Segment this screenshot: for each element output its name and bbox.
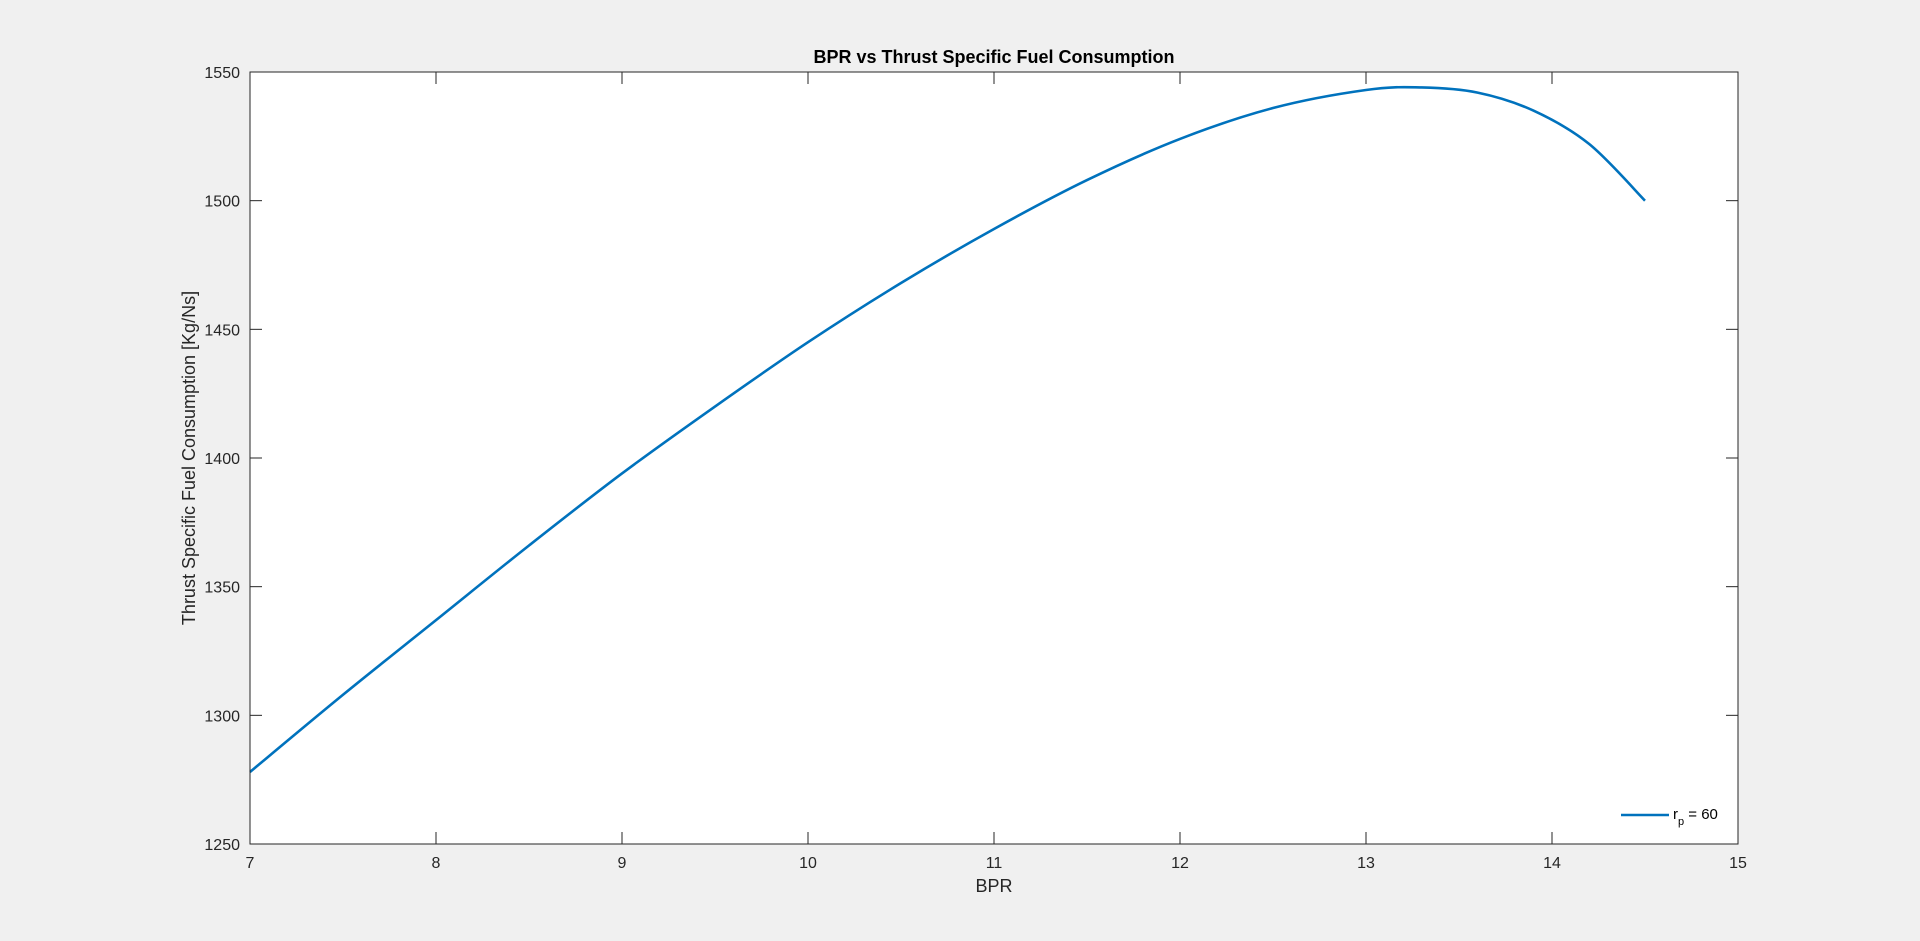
x-tick-label: 11 [986,855,1003,872]
legend-label-subscript: p [1678,816,1684,828]
chart-title: BPR vs Thrust Specific Fuel Consumption [813,47,1174,67]
x-tick-label: 8 [432,855,441,872]
x-tick-label: 9 [618,855,627,872]
y-tick-label: 1500 [204,194,240,211]
y-tick-label: 1450 [204,322,240,339]
x-tick-label: 15 [1729,855,1747,872]
y-tick-label: 1400 [204,451,240,468]
y-tick-label: 1550 [204,65,240,82]
x-tick-label: 13 [1357,855,1375,872]
plot-area [250,72,1738,844]
tick-labels: 7 8 9 10 11 12 13 14 15 1250 1300 1350 1400 1450 1500 1… [204,65,1747,872]
legend-label: rp = 60 [1673,806,1718,828]
x-tick-label: 10 [799,855,817,872]
legend-label-rest: = 60 [1684,806,1718,823]
plot-frame [249,71,1739,845]
y-tick-label: 1300 [204,708,240,725]
y-axis-label: Thrust Specific Fuel Consumption [Kg/Ns] [179,291,199,625]
legend-label-main: r [1673,806,1678,823]
x-tick-label: 14 [1543,855,1561,872]
x-tick-label: 12 [1171,855,1189,872]
x-axis-label: BPR [975,876,1012,896]
y-tick-label: 1350 [204,580,240,597]
y-tick-label: 1250 [204,837,240,854]
legend: rp = 60 [1621,806,1718,828]
x-tick-label: 7 [246,855,255,872]
series-line-rp60 [249,85,1646,773]
